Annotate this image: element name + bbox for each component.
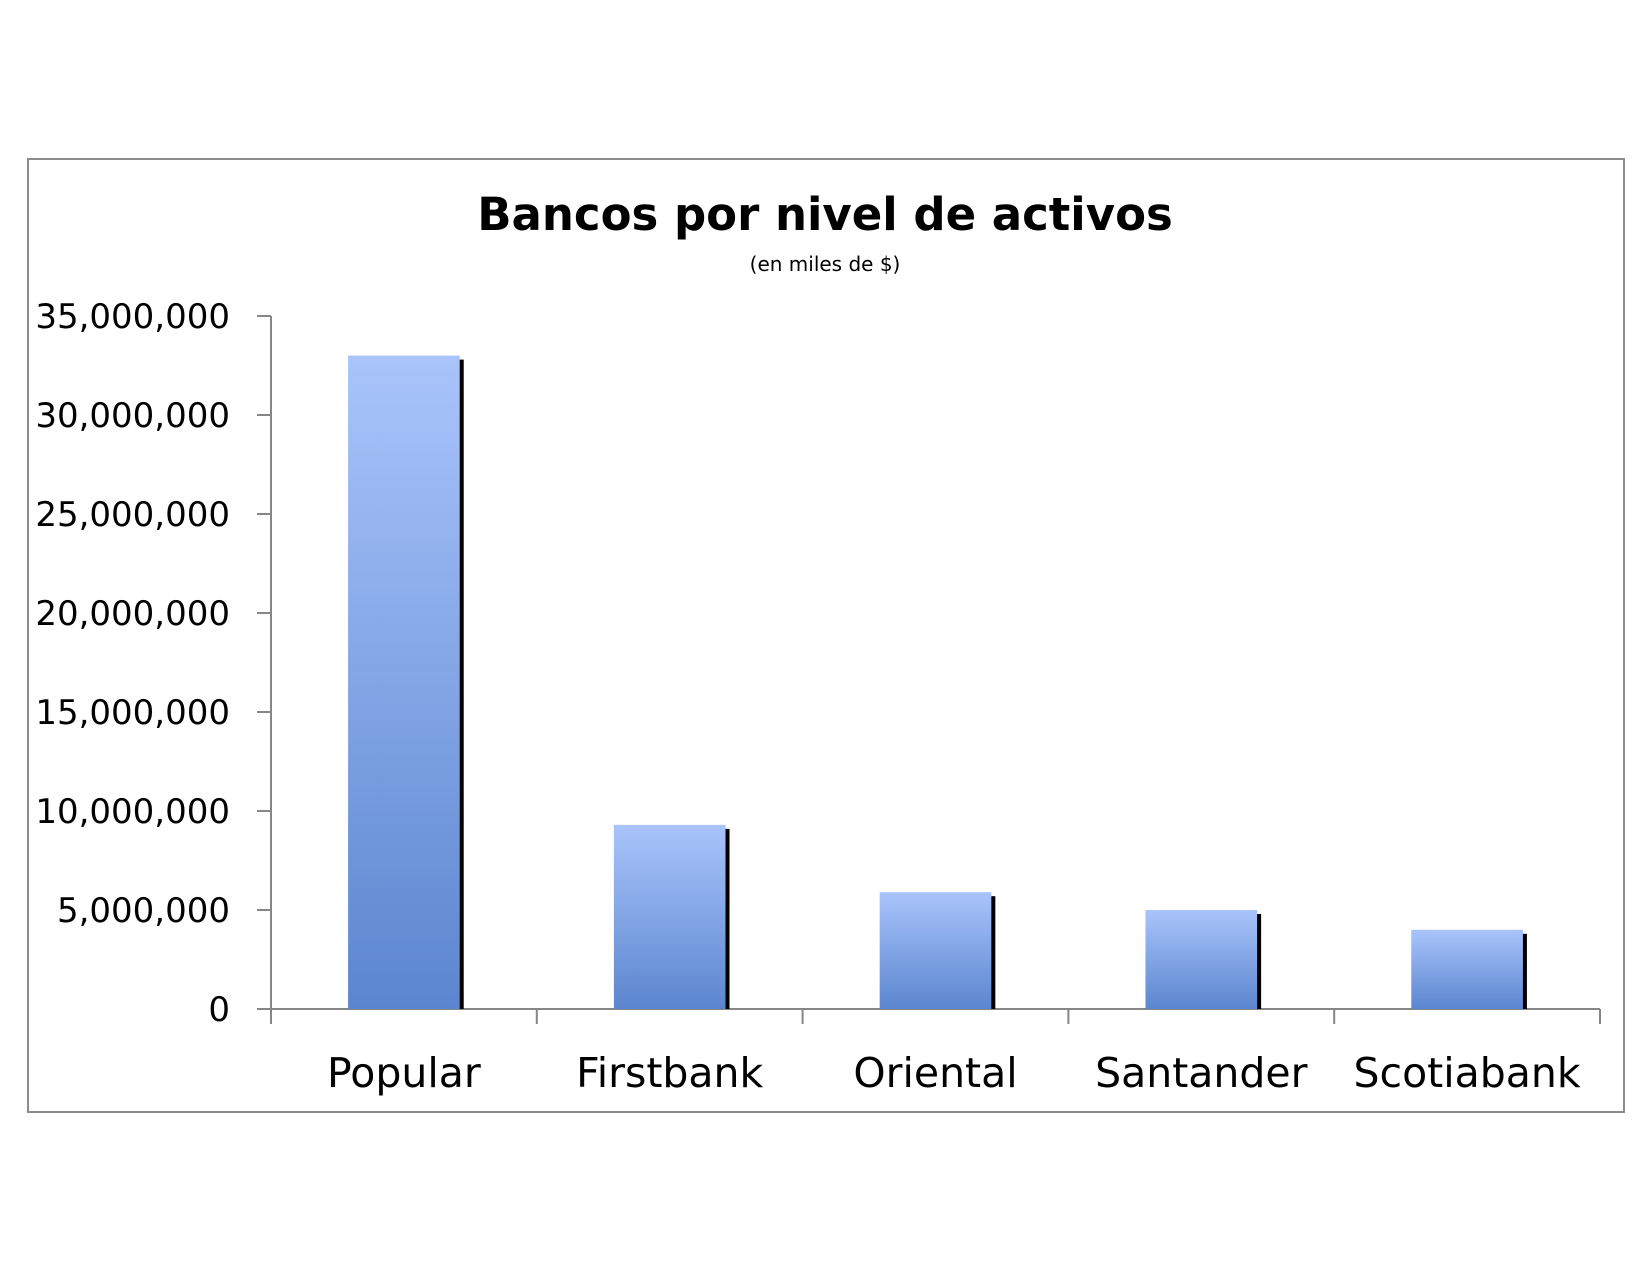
x-tick-label: Popular <box>327 1049 481 1097</box>
bar-shadow <box>1255 914 1262 1009</box>
x-tick-label: Santander <box>1095 1049 1308 1097</box>
x-tick-label: Firstbank <box>576 1049 763 1097</box>
x-tick-label: Oriental <box>853 1049 1017 1097</box>
y-tick-label: 15,000,000 <box>35 693 230 733</box>
y-tick-label: 0 <box>208 990 230 1030</box>
chart-frame <box>27 158 1625 1113</box>
y-tick-label: 10,000,000 <box>35 792 230 832</box>
bar-shadow <box>723 828 730 1009</box>
bar-shadow <box>457 359 464 1010</box>
tick-labels: 0 5,000,000 10,000,000 15,000,000 20,000,000… <box>35 297 1581 1097</box>
bar <box>1411 929 1523 1009</box>
bar <box>879 892 992 1009</box>
bar <box>1145 910 1258 1009</box>
y-tick-label: 25,000,000 <box>35 495 230 535</box>
bar <box>613 824 726 1009</box>
y-tick-label: 20,000,000 <box>35 594 230 634</box>
chart-title: Bancos por nivel de activos <box>477 188 1173 241</box>
bars <box>348 355 1527 1010</box>
x-tick-label: Scotiabank <box>1354 1049 1581 1097</box>
y-tick-label: 30,000,000 <box>35 396 230 436</box>
y-tick-label: 35,000,000 <box>35 297 230 337</box>
y-tick-label: 5,000,000 <box>57 891 230 931</box>
bar <box>348 355 460 1010</box>
bar-shadow <box>1520 933 1527 1009</box>
bar-shadow <box>989 896 996 1009</box>
chart-subtitle: (en miles de $) <box>750 252 901 276</box>
